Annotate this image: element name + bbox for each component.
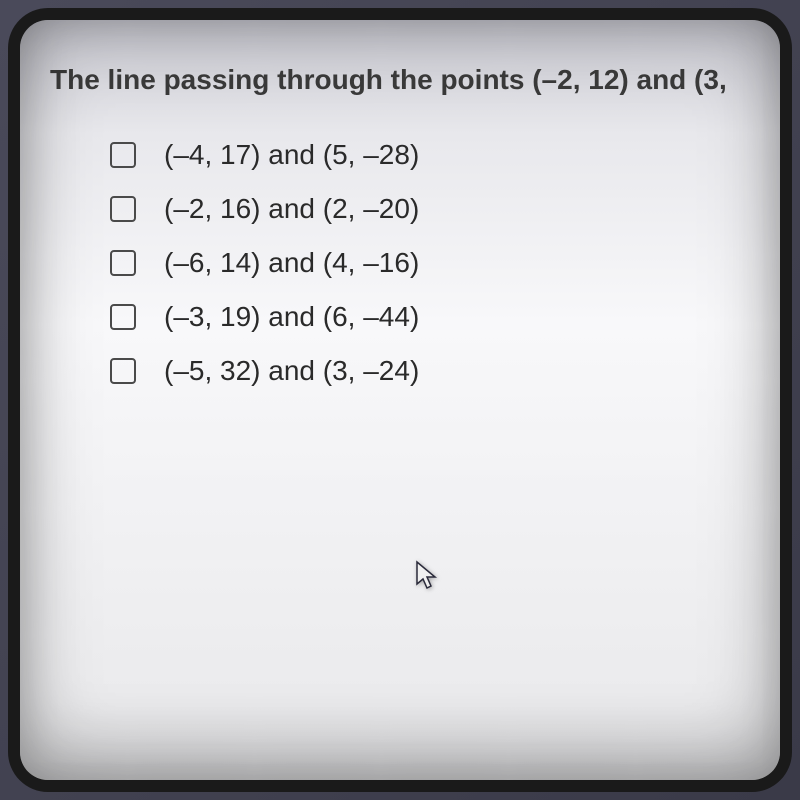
option-label: (–3, 19) and (6, –44) xyxy=(164,301,419,333)
options-list: (–4, 17) and (5, –28) (–2, 16) and (2, –… xyxy=(50,139,760,387)
option-row[interactable]: (–4, 17) and (5, –28) xyxy=(110,139,760,171)
question-prompt: The line passing through the points (–2,… xyxy=(50,60,760,99)
checkbox[interactable] xyxy=(110,304,136,330)
option-row[interactable]: (–3, 19) and (6, –44) xyxy=(110,301,760,333)
option-row[interactable]: (–5, 32) and (3, –24) xyxy=(110,355,760,387)
checkbox[interactable] xyxy=(110,142,136,168)
mouse-cursor-icon xyxy=(415,560,439,592)
checkbox[interactable] xyxy=(110,250,136,276)
device-frame: The line passing through the points (–2,… xyxy=(8,8,792,792)
option-label: (–6, 14) and (4, –16) xyxy=(164,247,419,279)
option-row[interactable]: (–2, 16) and (2, –20) xyxy=(110,193,760,225)
option-label: (–5, 32) and (3, –24) xyxy=(164,355,419,387)
checkbox[interactable] xyxy=(110,358,136,384)
option-label: (–4, 17) and (5, –28) xyxy=(164,139,419,171)
screen: The line passing through the points (–2,… xyxy=(20,20,780,780)
content-area: The line passing through the points (–2,… xyxy=(20,20,780,429)
checkbox[interactable] xyxy=(110,196,136,222)
option-label: (–2, 16) and (2, –20) xyxy=(164,193,419,225)
option-row[interactable]: (–6, 14) and (4, –16) xyxy=(110,247,760,279)
